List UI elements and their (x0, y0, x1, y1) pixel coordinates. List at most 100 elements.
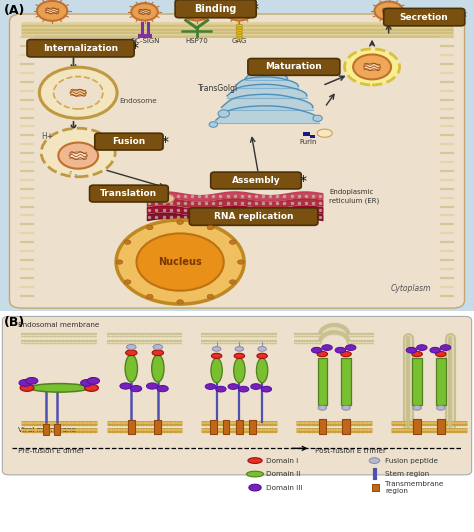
Circle shape (374, 2, 403, 20)
Circle shape (41, 128, 115, 177)
Circle shape (249, 484, 261, 491)
Bar (412, 358, 422, 405)
Circle shape (322, 345, 332, 351)
Circle shape (137, 234, 224, 290)
Circle shape (209, 122, 218, 127)
Circle shape (335, 347, 346, 353)
Circle shape (207, 226, 214, 230)
Text: Endosome: Endosome (119, 98, 157, 104)
Ellipse shape (236, 24, 243, 27)
Text: Pre-fusion E dimer: Pre-fusion E dimer (18, 447, 84, 453)
Circle shape (417, 345, 427, 351)
Circle shape (440, 345, 451, 351)
FancyBboxPatch shape (9, 14, 465, 308)
Circle shape (124, 240, 131, 244)
Circle shape (237, 260, 244, 264)
Circle shape (157, 386, 168, 392)
Text: Furin: Furin (300, 139, 317, 145)
Bar (128, 420, 135, 434)
Circle shape (26, 378, 38, 384)
Bar (303, 132, 310, 136)
Circle shape (81, 379, 93, 386)
Circle shape (228, 384, 238, 389)
Circle shape (437, 405, 445, 410)
Text: *: * (460, 10, 466, 24)
Ellipse shape (341, 352, 351, 356)
Text: H+: H+ (42, 132, 54, 142)
Text: Fusion peptide: Fusion peptide (385, 458, 438, 463)
Bar (372, 484, 379, 491)
Bar (341, 358, 351, 405)
Text: *: * (300, 173, 307, 187)
Circle shape (131, 3, 158, 21)
Circle shape (205, 384, 216, 389)
Text: TransGolgi: TransGolgi (198, 84, 238, 93)
Ellipse shape (248, 458, 262, 463)
Bar (318, 358, 327, 405)
Bar (54, 423, 60, 435)
Text: Assembly: Assembly (232, 176, 280, 185)
Text: Domain I: Domain I (266, 458, 299, 463)
Bar (138, 34, 152, 38)
Circle shape (87, 378, 100, 384)
Text: (A): (A) (4, 4, 25, 16)
Bar (249, 420, 256, 434)
Text: Cytoplasm: Cytoplasm (391, 284, 431, 293)
Circle shape (346, 345, 356, 351)
Text: DC-SIGN: DC-SIGN (130, 38, 160, 44)
Text: Domain III: Domain III (266, 485, 303, 491)
Ellipse shape (191, 10, 203, 14)
Circle shape (318, 405, 327, 410)
Ellipse shape (236, 32, 243, 34)
Bar (319, 419, 326, 434)
Ellipse shape (69, 152, 87, 159)
Circle shape (238, 386, 249, 392)
Circle shape (251, 384, 261, 389)
Circle shape (313, 115, 322, 121)
Text: *: * (249, 60, 256, 74)
Bar (210, 420, 217, 434)
Circle shape (60, 81, 96, 105)
Circle shape (146, 383, 158, 389)
Text: Post-fusion E trimer: Post-fusion E trimer (315, 447, 386, 453)
Circle shape (342, 405, 350, 410)
Circle shape (353, 54, 391, 79)
Circle shape (120, 383, 131, 389)
Circle shape (146, 226, 153, 230)
Text: Endoplasmic
reticulum (ER): Endoplasmic reticulum (ER) (329, 189, 380, 204)
Circle shape (216, 386, 226, 392)
Circle shape (235, 346, 244, 351)
Circle shape (218, 110, 229, 118)
Bar (310, 135, 315, 138)
Text: *: * (252, 2, 258, 16)
Text: Secretion: Secretion (400, 13, 448, 22)
Circle shape (229, 240, 236, 244)
Circle shape (177, 300, 183, 304)
FancyBboxPatch shape (383, 9, 465, 26)
Circle shape (369, 458, 380, 463)
Circle shape (58, 143, 98, 169)
Text: Binding: Binding (194, 4, 237, 14)
Circle shape (207, 294, 214, 299)
Ellipse shape (317, 129, 332, 137)
Circle shape (177, 220, 183, 225)
Circle shape (345, 49, 400, 85)
Ellipse shape (257, 353, 267, 359)
Text: *: * (131, 41, 138, 55)
Ellipse shape (211, 358, 222, 383)
Circle shape (261, 386, 272, 392)
Circle shape (212, 346, 221, 351)
Bar (236, 420, 243, 434)
Text: Domain II: Domain II (266, 471, 301, 477)
Text: Maturation: Maturation (265, 62, 322, 71)
Ellipse shape (236, 37, 243, 39)
Text: RNA replication: RNA replication (214, 212, 293, 221)
Bar (342, 419, 350, 434)
Bar (223, 420, 229, 434)
Circle shape (146, 294, 153, 299)
Circle shape (39, 67, 117, 118)
Ellipse shape (234, 353, 245, 359)
FancyBboxPatch shape (175, 0, 256, 18)
FancyBboxPatch shape (248, 59, 340, 76)
Text: Transmembrane
region: Transmembrane region (385, 481, 443, 494)
